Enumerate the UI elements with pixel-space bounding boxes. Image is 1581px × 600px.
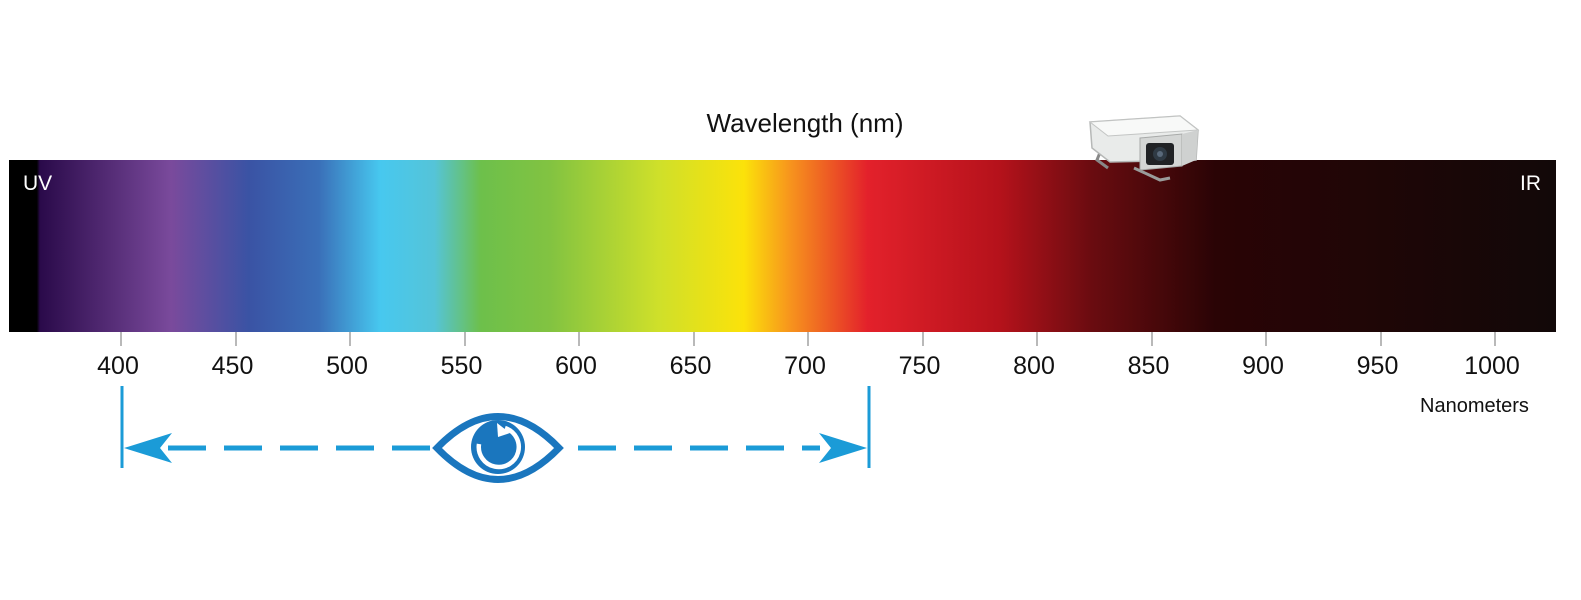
axis-tick <box>1494 332 1496 346</box>
axis-tick <box>1150 332 1153 346</box>
axis-tick <box>120 332 122 346</box>
axis-tick-label: 750 <box>898 352 941 380</box>
axis-tick-label: 450 <box>211 352 254 380</box>
security-camera-icon <box>1088 115 1200 182</box>
axis-tick-label: 1000 <box>1464 352 1520 380</box>
axis-tick <box>1265 332 1267 346</box>
axis-unit-label: Nanometers <box>1420 395 1529 417</box>
axis-tick-label: 800 <box>1013 352 1055 380</box>
uv-label: UV <box>23 172 53 195</box>
axis-tick <box>921 332 924 346</box>
axis-tick <box>692 332 695 346</box>
axis-tick <box>578 332 580 346</box>
axis-tick <box>463 332 466 346</box>
axis-tick-label: 900 <box>1242 352 1284 380</box>
visible-range-arrow <box>120 386 871 468</box>
axis-tick-label: 650 <box>669 352 712 380</box>
axis-tick-label: 600 <box>555 352 597 380</box>
axis-tick-label: 700 <box>784 352 826 380</box>
spectrum-title: Wavelength (nm) <box>706 108 904 138</box>
axis-tick <box>807 332 809 346</box>
axis-tick <box>1379 332 1382 346</box>
axis-tick-label: 550 <box>440 352 483 380</box>
axis-tick-label: 950 <box>1356 352 1399 380</box>
axis-tick-label: 500 <box>326 352 368 380</box>
spectrum-band <box>9 160 1556 332</box>
eye-icon <box>432 413 564 483</box>
ir-label: IR <box>1520 172 1541 195</box>
axis-tick <box>349 332 351 346</box>
axis-tick-label: 400 <box>97 352 139 380</box>
axis-tick <box>234 332 237 346</box>
axis-tick <box>1036 332 1038 346</box>
axis-tick-label: 850 <box>1127 352 1170 380</box>
